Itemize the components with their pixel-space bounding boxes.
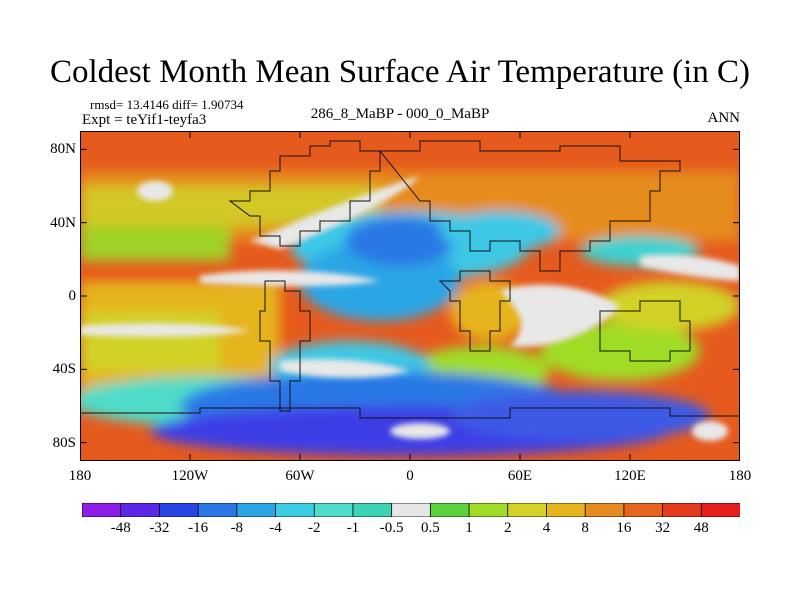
colorbar-swatch: [159, 503, 200, 517]
x-tick-label: 60W: [285, 468, 315, 484]
colorbar-label: -48: [110, 520, 131, 536]
colorbar-label: 1: [465, 520, 473, 536]
colorbar-swatch: [429, 503, 470, 517]
x-tick-label: 0: [406, 468, 414, 484]
colorbar-swatch: [313, 503, 354, 517]
colorbar-swatch: [236, 503, 277, 517]
colorbar-label: -32: [149, 520, 170, 536]
colorbar-swatch: [120, 503, 161, 517]
colorbar-swatch: [662, 503, 703, 517]
colorbar-swatch: [468, 503, 509, 517]
colorbar-label: 2: [504, 520, 512, 536]
x-tick-label: 180: [728, 468, 752, 484]
colorbar-swatch: [507, 503, 548, 517]
colorbar-swatch: [391, 503, 432, 517]
y-tick-label: 80S: [52, 434, 76, 451]
colorbar-label: -4: [269, 520, 282, 536]
y-tick-label: 80N: [50, 141, 76, 158]
colorbar-swatch: [700, 503, 740, 517]
colorbar-swatch: [275, 503, 316, 517]
y-tick-label: 40S: [52, 361, 76, 378]
stats-label: rmsd= 13.4146 diff= 1.90734: [90, 97, 244, 112]
plot-title: Coldest Month Mean Surface Air Temperatu…: [50, 54, 750, 90]
x-tick-label: 60E: [507, 468, 533, 484]
x-tick-label: 180: [68, 468, 92, 484]
difference-label: 286_8_MaBP - 000_0_MaBP: [310, 106, 490, 122]
colorbar-label: -0.5: [379, 520, 404, 536]
colorbar-swatch: [584, 503, 625, 517]
experiment-label: Expt = teYif1-teyfa3: [82, 112, 207, 128]
colorbar-label: 8: [581, 520, 589, 536]
colorbar-swatch: [352, 503, 393, 517]
colorbar-label: 16: [616, 520, 632, 536]
colorbar-label: 4: [542, 520, 551, 536]
colorbar-label: -2: [307, 520, 321, 536]
map-field: [80, 131, 740, 461]
colorbar-label: 48: [693, 520, 709, 536]
colorbar-swatch: [546, 503, 587, 517]
x-tick-label: 120E: [614, 468, 646, 484]
colorbar: [82, 503, 740, 517]
map-panel: [80, 131, 740, 461]
colorbar-swatch: [197, 503, 238, 517]
y-tick-label: 40N: [50, 214, 76, 231]
x-tick-label: 120W: [171, 468, 209, 484]
colorbar-label: -1: [346, 520, 360, 536]
colorbar-swatch: [623, 503, 664, 517]
colorbar-label: 32: [655, 520, 671, 536]
colorbar-label: -8: [230, 520, 244, 536]
season-label: ANN: [707, 110, 741, 126]
y-tick-label: 0: [68, 288, 77, 304]
colorbar-label: 0.5: [420, 520, 440, 536]
colorbar-swatch: [82, 503, 122, 517]
colorbar-label: -16: [188, 520, 209, 536]
